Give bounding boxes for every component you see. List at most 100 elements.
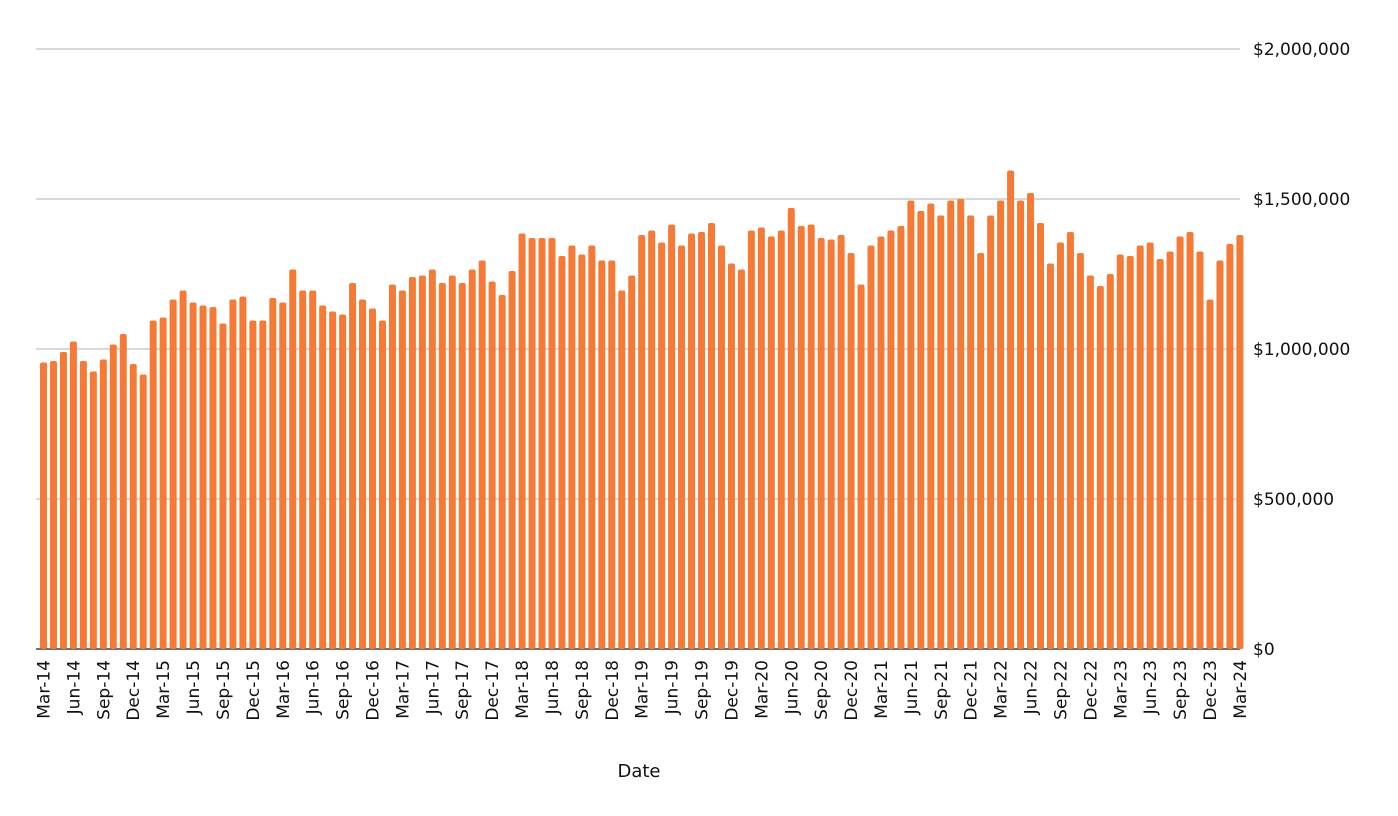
- bar-Aug-18: [568, 245, 576, 649]
- x-tick-label: Dec-21: [962, 660, 982, 721]
- x-tick-label: Dec-18: [603, 660, 623, 721]
- x-tick-label: Mar-24: [1231, 660, 1251, 719]
- bar-Aug-17: [448, 275, 456, 649]
- bar-Sep-20: [817, 238, 825, 649]
- x-tick-label: Mar-18: [513, 660, 533, 719]
- bar-Jun-23: [1146, 242, 1154, 649]
- bar-Aug-16: [329, 311, 337, 649]
- x-tick-label: Sep-16: [334, 660, 354, 720]
- bar-Nov-19: [717, 245, 725, 649]
- y-tick-label: $2,000,000: [1253, 40, 1350, 60]
- x-tick-label: Jun-17: [423, 660, 443, 715]
- bar-Jul-22: [1037, 223, 1044, 649]
- bar-Mar-15: [159, 317, 167, 649]
- bar-Jul-16: [319, 305, 327, 649]
- bar-Jun-18: [548, 238, 556, 649]
- x-axis-ticks: Mar-14 Jun-14 Sep-14 Dec-14 Mar-15 Jun-15 Sep-…: [35, 660, 1251, 721]
- x-tick-label: Dec-22: [1081, 660, 1101, 721]
- bar-Nov-18: [598, 260, 606, 649]
- bar-Jun-16: [309, 290, 317, 649]
- x-tick-label: Mar-19: [633, 660, 653, 719]
- bar-May-18: [538, 238, 546, 649]
- bar-Jul-19: [678, 245, 686, 649]
- bar-Apr-21: [887, 230, 895, 649]
- bar-Mar-23: [1116, 254, 1124, 649]
- bar-Apr-20: [767, 236, 775, 649]
- x-tick-label: Sep-21: [932, 660, 952, 720]
- x-tick-label: Jun-21: [902, 660, 922, 715]
- bar-Dec-20: [847, 253, 855, 649]
- x-tick-label: Dec-17: [483, 660, 503, 721]
- bar-Mar-14: [40, 362, 47, 649]
- bar-Aug-21: [927, 203, 935, 649]
- bar-Sep-22: [1056, 242, 1064, 649]
- x-tick-label: Dec-16: [364, 660, 384, 721]
- bar-Jan-15: [139, 374, 147, 649]
- bar-Apr-16: [289, 269, 297, 649]
- x-tick-label: Jun-15: [184, 660, 204, 715]
- bar-Apr-14: [49, 361, 57, 649]
- bar-Dec-21: [967, 215, 975, 649]
- bar-Feb-21: [867, 245, 875, 649]
- bar-Jan-19: [618, 290, 626, 649]
- bar-Feb-18: [508, 271, 516, 649]
- bar-Jun-17: [428, 269, 436, 649]
- x-tick-label: Jun-23: [1141, 660, 1161, 715]
- bar-Nov-15: [239, 296, 247, 649]
- bar-Aug-15: [209, 307, 217, 649]
- bar-Jul-18: [558, 256, 566, 649]
- x-tick-label: Dec-19: [722, 660, 742, 721]
- x-tick-label: Jun-19: [663, 660, 683, 715]
- bar-Feb-17: [388, 284, 396, 649]
- bar-Feb-23: [1106, 274, 1114, 649]
- bar-Mar-19: [638, 235, 646, 649]
- bar-Oct-16: [349, 283, 357, 649]
- bar-Jun-15: [189, 302, 197, 649]
- bar-Oct-22: [1066, 232, 1074, 649]
- bar-Nov-14: [119, 334, 127, 649]
- x-tick-label: Mar-20: [752, 660, 772, 719]
- bar-Sep-15: [219, 323, 227, 649]
- bar-Jul-15: [199, 305, 207, 649]
- bar-May-16: [299, 290, 307, 649]
- x-tick-label: Jun-18: [543, 660, 563, 715]
- bar-Oct-18: [588, 245, 596, 649]
- bar-Jun-19: [668, 224, 676, 649]
- bar-Dec-16: [369, 308, 377, 649]
- bar-Apr-17: [408, 277, 416, 649]
- bar-Jul-23: [1156, 259, 1164, 649]
- bar-Feb-15: [149, 320, 157, 649]
- bar-Mar-20: [757, 227, 765, 649]
- y-axis-ticks: $0 $500,000 $1,000,000 $1,500,000 $2,000,000: [1253, 40, 1350, 660]
- bar-Jan-24: [1216, 260, 1224, 649]
- bar-Jan-20: [737, 269, 745, 649]
- bar-Jan-23: [1096, 286, 1104, 649]
- y-tick-label: $1,500,000: [1253, 190, 1350, 210]
- bars: [40, 170, 1244, 649]
- x-tick-label: Sep-18: [573, 660, 593, 720]
- bar-Feb-19: [628, 275, 636, 649]
- bar-Apr-19: [648, 230, 656, 649]
- bar-Mar-22: [997, 200, 1005, 649]
- bar-Oct-15: [229, 299, 237, 649]
- x-tick-label: Sep-20: [812, 660, 832, 720]
- x-tick-label: Sep-23: [1171, 660, 1191, 720]
- bar-Apr-22: [1007, 170, 1015, 649]
- bar-Mar-24: [1236, 235, 1244, 649]
- bar-Dec-15: [249, 320, 257, 649]
- bar-Jun-21: [907, 200, 915, 649]
- x-tick-label: Mar-22: [992, 660, 1012, 719]
- bar-Mar-17: [398, 290, 406, 649]
- bar-Nov-23: [1196, 251, 1204, 649]
- bar-Mar-18: [518, 233, 526, 649]
- bar-Nov-22: [1076, 253, 1084, 649]
- bar-Jul-17: [438, 283, 446, 649]
- bar-Jan-16: [259, 320, 267, 649]
- x-tick-label: Sep-17: [453, 660, 473, 720]
- bar-Nov-20: [837, 235, 845, 649]
- bar-Feb-22: [987, 215, 995, 649]
- bar-Feb-24: [1226, 244, 1234, 649]
- bar-Aug-14: [89, 371, 97, 649]
- bar-Oct-23: [1186, 232, 1194, 649]
